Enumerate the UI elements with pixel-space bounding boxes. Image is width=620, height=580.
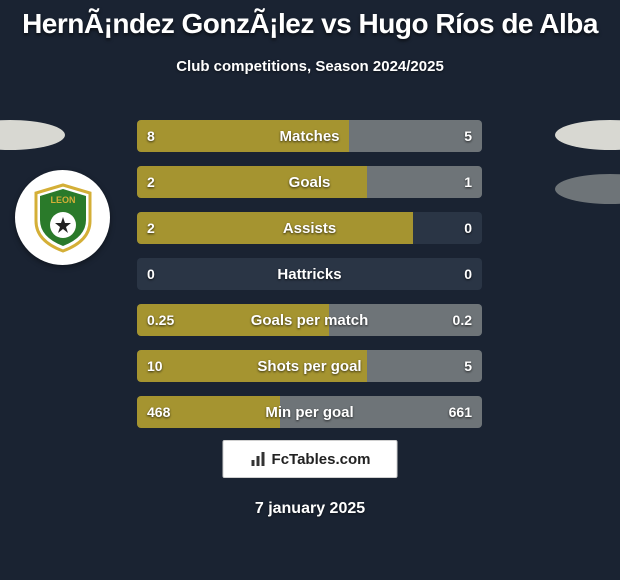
stat-bar-left [137, 212, 413, 244]
club-logo: LEON [32, 183, 94, 253]
stat-value-right: 0 [464, 258, 472, 290]
stat-value-left: 10 [147, 350, 163, 382]
subtitle: Club competitions, Season 2024/2025 [0, 58, 620, 75]
chart-icon [250, 450, 268, 468]
stat-bar-left [137, 120, 349, 152]
stat-value-left: 0.25 [147, 304, 174, 336]
stat-value-left: 8 [147, 120, 155, 152]
brand-text: FcTables.com [272, 451, 371, 468]
stat-label: Hattricks [137, 258, 482, 290]
stat-value-right: 1 [464, 166, 472, 198]
stat-bars: 8Matches52Goals12Assists00Hattricks00.25… [137, 120, 482, 442]
brand-badge[interactable]: FcTables.com [223, 440, 398, 478]
shield-icon: LEON [32, 183, 94, 253]
player-left-oval [0, 120, 65, 150]
stat-row: 0Hattricks0 [137, 258, 482, 290]
stat-value-right: 661 [449, 396, 472, 428]
page-title: HernÃ¡ndez GonzÃ¡lez vs Hugo Ríos de Alb… [0, 0, 620, 40]
stat-value-right: 5 [464, 350, 472, 382]
stat-row: 2Assists0 [137, 212, 482, 244]
stat-bar-left [137, 166, 367, 198]
stat-row: 2Goals1 [137, 166, 482, 198]
club-badge: LEON [15, 170, 110, 265]
stat-value-left: 2 [147, 166, 155, 198]
stat-value-right: 0 [464, 212, 472, 244]
stat-row: 8Matches5 [137, 120, 482, 152]
stat-value-left: 0 [147, 258, 155, 290]
date-text: 7 january 2025 [0, 500, 620, 518]
player-right-oval-2 [555, 174, 620, 204]
svg-text:LEON: LEON [50, 195, 75, 205]
stat-row: 468Min per goal661 [137, 396, 482, 428]
stat-value-right: 0.2 [453, 304, 472, 336]
stat-value-left: 468 [147, 396, 170, 428]
player-right-oval-1 [555, 120, 620, 150]
comparison-card: HernÃ¡ndez GonzÃ¡lez vs Hugo Ríos de Alb… [0, 0, 620, 580]
stat-value-left: 2 [147, 212, 155, 244]
stat-bar-right [349, 120, 482, 152]
stat-value-right: 5 [464, 120, 472, 152]
stat-bar-left [137, 350, 367, 382]
stat-row: 10Shots per goal5 [137, 350, 482, 382]
stat-row: 0.25Goals per match0.2 [137, 304, 482, 336]
